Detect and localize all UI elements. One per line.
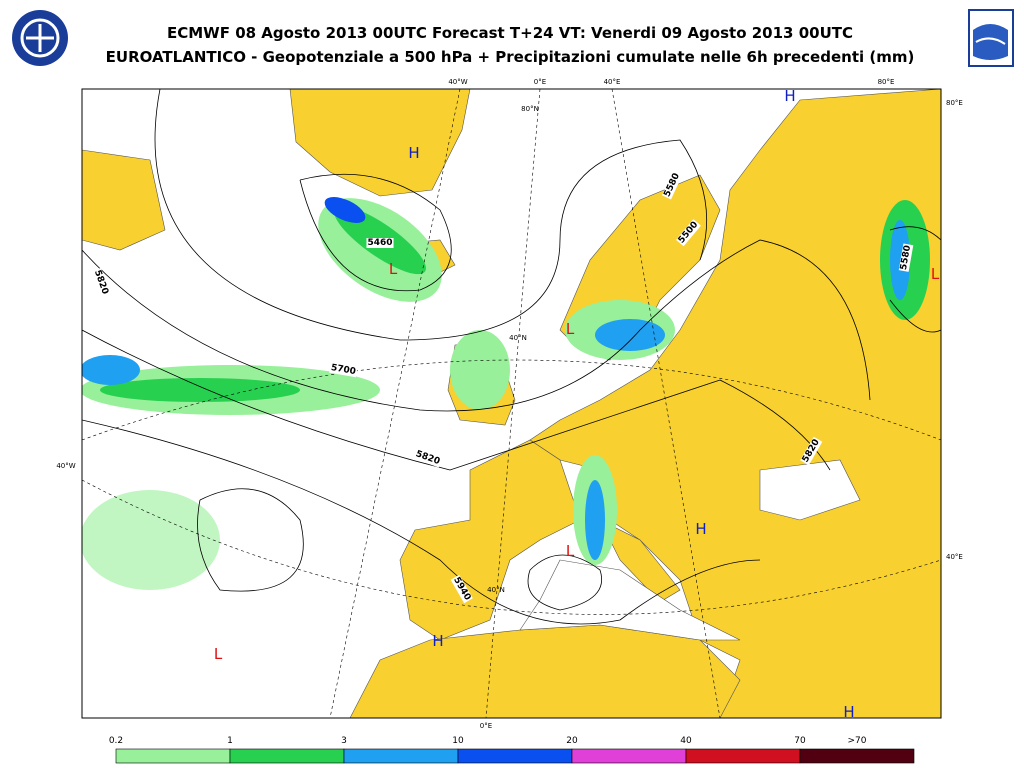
meridian xyxy=(611,89,721,718)
legend: 0.2 1 3 10 20 40 70 >70 xyxy=(109,736,915,764)
contour xyxy=(197,488,304,592)
legend-swatch xyxy=(685,748,801,764)
legend-label: 3 xyxy=(341,736,347,746)
precip-area xyxy=(324,197,366,223)
contour-label-bg xyxy=(450,574,473,604)
iberia-france xyxy=(399,439,581,641)
pressure-center: H xyxy=(408,144,419,162)
parallel xyxy=(82,479,941,615)
legend-label: 20 xyxy=(566,736,578,746)
grid-label: 40°N xyxy=(487,586,505,594)
parallel xyxy=(82,359,941,441)
precip-area xyxy=(82,490,220,590)
logo-left xyxy=(12,10,68,66)
grid-label: 80°E xyxy=(946,99,963,107)
contour xyxy=(299,173,452,292)
precip-area xyxy=(82,355,140,385)
contour-label: 5460 xyxy=(367,238,392,248)
pressure-center: L xyxy=(389,260,398,278)
contour-label-bg xyxy=(661,170,683,200)
precip-area xyxy=(450,330,510,410)
italy xyxy=(599,519,681,603)
contour-label-bg xyxy=(329,362,358,378)
grid-label: 80°E xyxy=(878,78,895,86)
legend-label: 1 xyxy=(227,736,233,746)
precipitation xyxy=(82,197,930,590)
legend-swatch xyxy=(115,748,231,764)
subtitle: EUROATLANTICO - Geopotenziale a 500 hPa … xyxy=(106,48,915,66)
grid-label: 40°E xyxy=(946,553,963,561)
grid-label: 0°E xyxy=(480,722,492,730)
contour xyxy=(889,226,941,333)
grid-label: 40°E xyxy=(604,78,621,86)
precip-area xyxy=(585,480,605,560)
legend-label: 0.2 xyxy=(109,736,123,746)
grid-labels: 40°W 0°E 40°E 80°E 80°E 80°N 40°N 40°W 40°E 40°N 0… xyxy=(56,78,963,730)
contour xyxy=(527,554,602,611)
mediterranean xyxy=(519,559,741,641)
precip-area xyxy=(890,220,910,300)
contour xyxy=(154,89,708,341)
legend-label: >70 xyxy=(848,736,867,746)
grid-label: 40°W xyxy=(448,78,467,86)
contour-label-bg xyxy=(366,238,394,248)
contour xyxy=(82,239,871,412)
pressure-center: L xyxy=(931,265,940,283)
greenland xyxy=(289,89,471,197)
precip-area xyxy=(595,319,665,351)
land xyxy=(82,89,941,718)
legend-swatch xyxy=(571,748,687,764)
contour xyxy=(82,329,831,471)
map-frame xyxy=(81,88,942,719)
legend-swatch xyxy=(799,748,915,764)
legend-swatch xyxy=(343,748,459,764)
grid-label: 40°N xyxy=(509,334,527,342)
contour-label-bg xyxy=(413,448,443,468)
logo-right xyxy=(968,9,1014,67)
precip-area xyxy=(100,378,300,402)
contour-label-bg xyxy=(91,267,111,297)
pressure-center: H xyxy=(695,520,706,538)
contour-label-bg xyxy=(898,243,914,272)
pressure-center: L xyxy=(566,542,575,560)
grid-label: 0°E xyxy=(534,78,546,86)
graticule xyxy=(82,89,941,718)
legend-swatch xyxy=(229,748,345,764)
legend-label: 10 xyxy=(452,736,464,746)
legend-label: 40 xyxy=(680,736,692,746)
grid-label: 40°W xyxy=(56,462,75,470)
pressure-center: L xyxy=(214,645,223,663)
grid-label: 80°N xyxy=(521,105,539,113)
legend-label: 70 xyxy=(794,736,806,746)
contour-label-bg xyxy=(800,436,823,466)
pressure-center: L xyxy=(566,320,575,338)
canada xyxy=(82,149,166,251)
contour xyxy=(82,419,761,625)
title: ECMWF 08 Agosto 2013 00UTC Forecast T+24… xyxy=(167,24,853,42)
pressure-center: H xyxy=(784,87,795,105)
legend-swatch xyxy=(457,748,573,764)
pressure-centers: H L H L L H L H L H xyxy=(214,87,940,721)
contour-label: 5700 xyxy=(330,363,356,377)
pressure-center: H xyxy=(843,703,854,721)
contours xyxy=(82,89,941,625)
pressure-center: H xyxy=(432,632,443,650)
contour-label-bg xyxy=(675,219,701,247)
contour-label: 5580 xyxy=(899,244,913,270)
black-sea xyxy=(759,459,861,521)
meridian xyxy=(329,89,461,718)
